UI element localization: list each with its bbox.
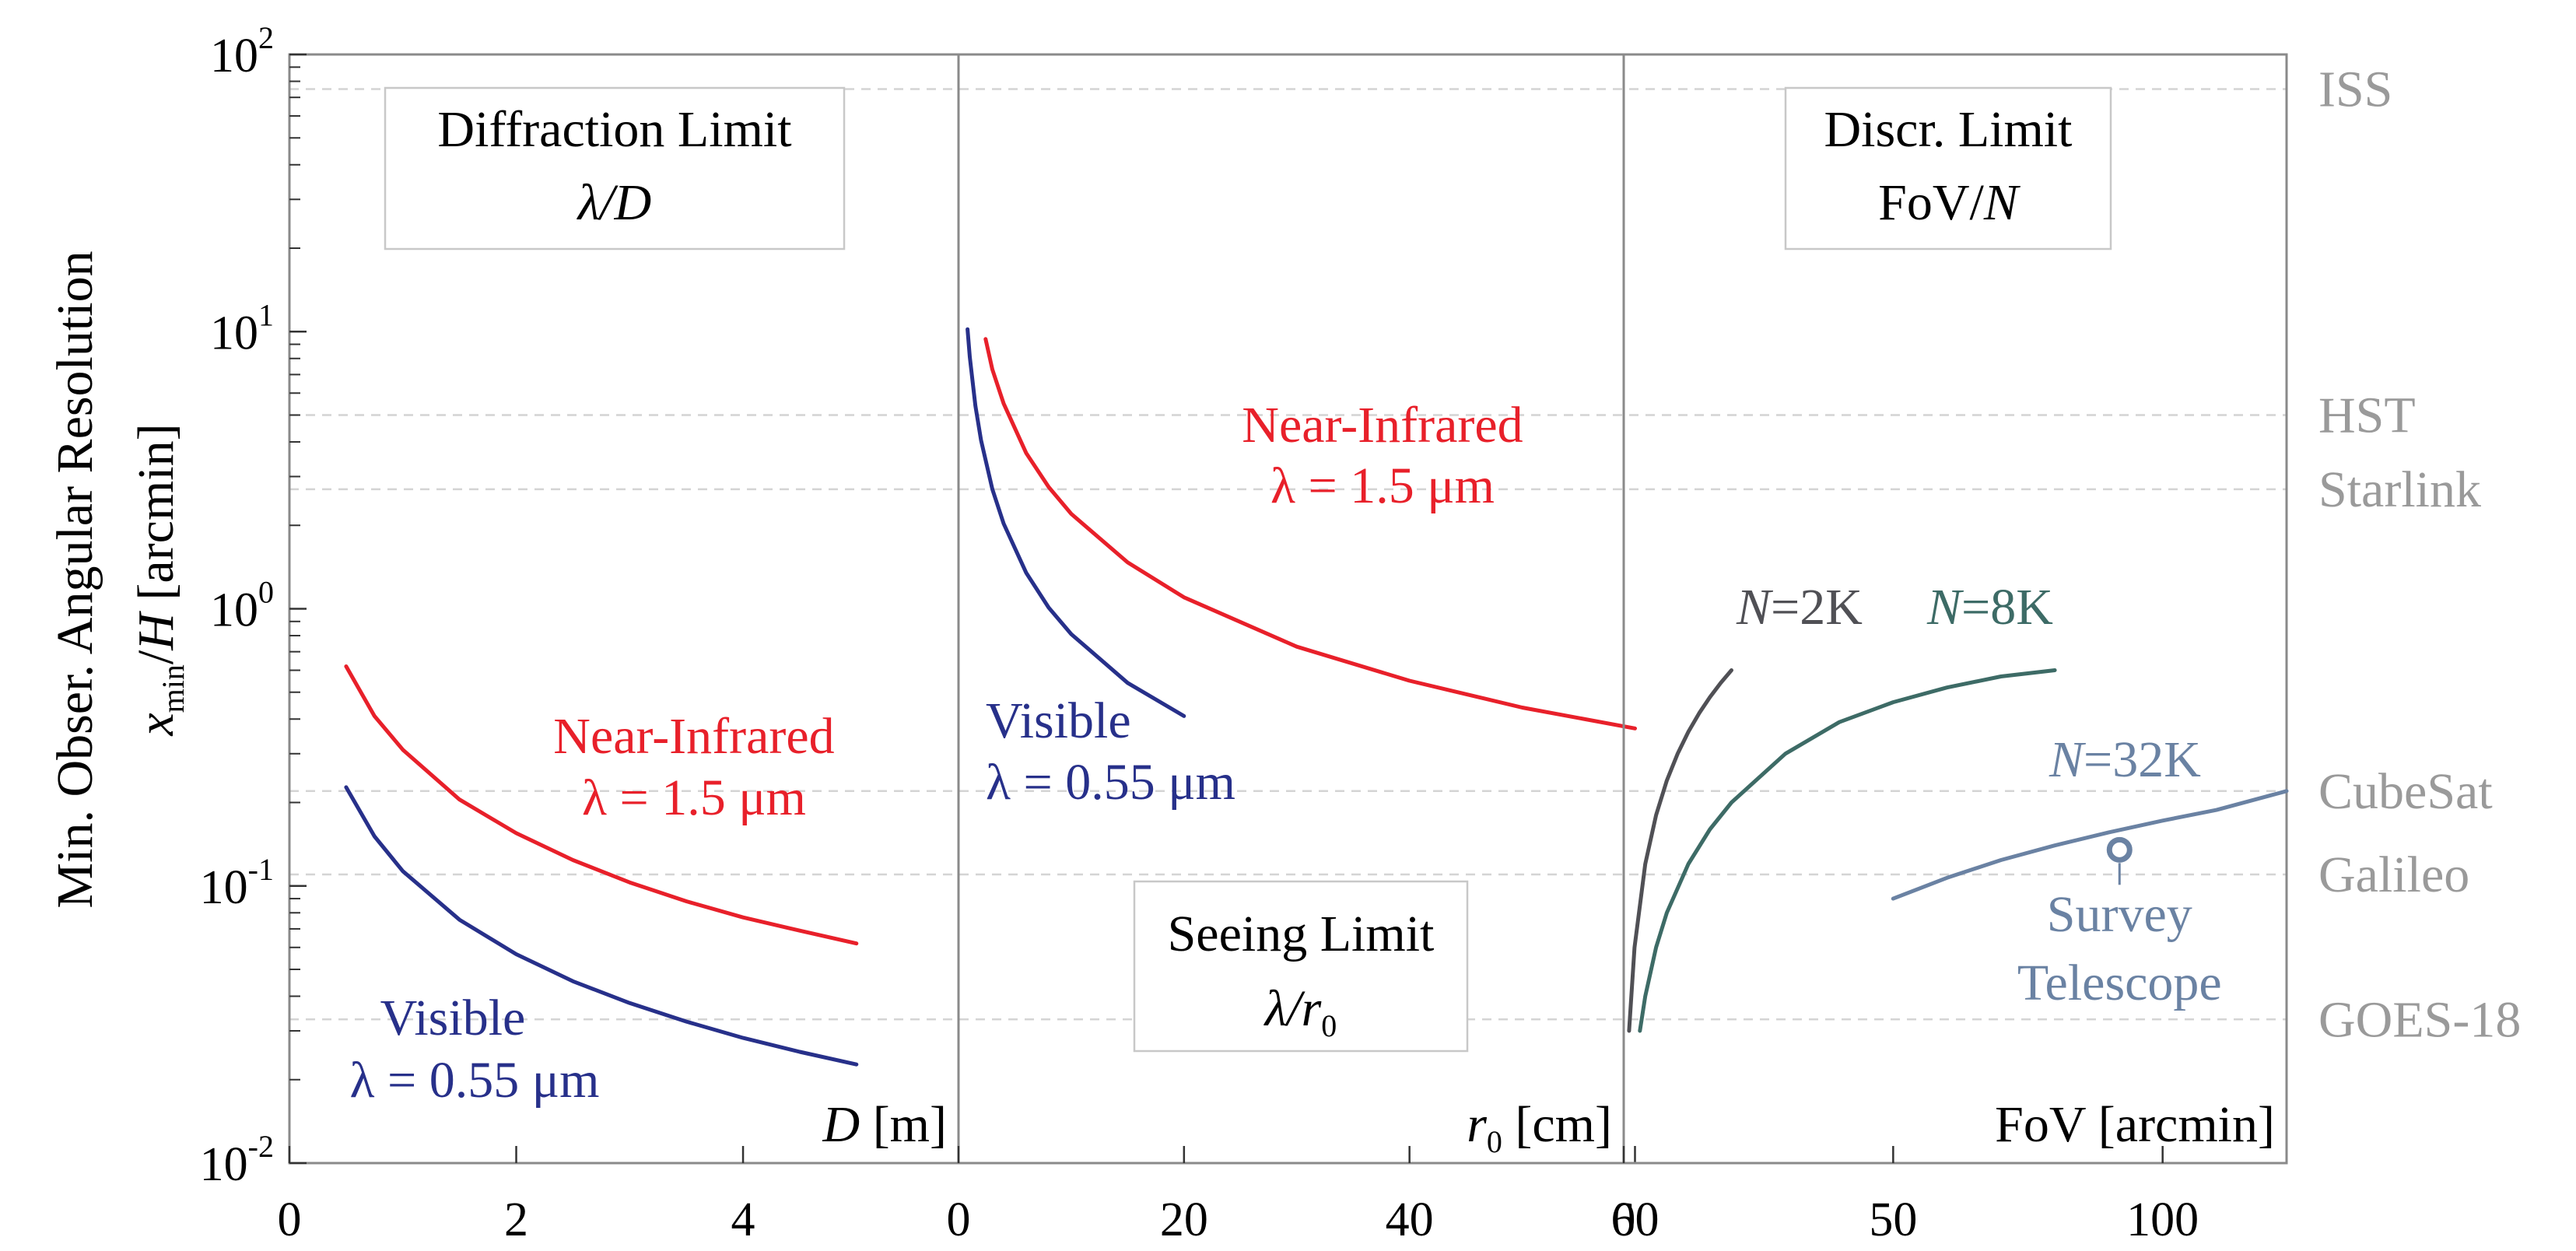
x-axis-var: r xyxy=(1467,1096,1487,1153)
x-axis-sub: 0 xyxy=(1487,1124,1502,1159)
y-axis-h: H xyxy=(128,611,184,651)
series-line-near-infrared xyxy=(344,664,859,946)
y-axis: Min. Obser. Angular Resolution xmin/H [a… xyxy=(47,20,307,1191)
y-axis-label-line1: Min. Obser. Angular Resolution xyxy=(47,251,103,908)
y-tick-exp: 0 xyxy=(258,575,274,610)
panel-title-line1: Discr. Limit xyxy=(1824,101,2073,158)
panel-title-line2-pre: FoV/ xyxy=(1878,174,1984,231)
panel-title-line2: FoV/N xyxy=(1878,174,2021,231)
y-tick-label: 101 xyxy=(210,297,274,359)
annotation-vis-line2: λ = 0.55 μm xyxy=(350,1052,600,1109)
annotation-nir-line1: Near-Infrared xyxy=(553,708,834,765)
ref-label-hst: HST xyxy=(2318,387,2416,443)
x-tick-label: 50 xyxy=(1869,1193,1917,1246)
point-label-line1: Survey xyxy=(2047,886,2192,943)
annotation-vis-line1: Visible xyxy=(986,692,1131,749)
annotation-nir-line2: λ = 1.5 μm xyxy=(582,769,806,826)
panel-title-line2-sub: 0 xyxy=(1321,1008,1337,1043)
panel-title-line2-var: λ/r xyxy=(1263,980,1322,1037)
series-line-n-32k xyxy=(1891,789,2289,901)
series-line-n-8k xyxy=(1638,668,2057,1033)
series-label-rest: =2K xyxy=(1771,579,1863,636)
x-axis-label: r0 [cm] xyxy=(1467,1096,1612,1159)
y-tick-exp: -2 xyxy=(248,1129,274,1164)
y-tick-base: 10 xyxy=(210,30,258,82)
annotation-vis-line2: λ = 0.55 μm xyxy=(986,754,1235,811)
y-tick-exp: 1 xyxy=(258,297,274,332)
x-tick-label: 20 xyxy=(1160,1193,1208,1246)
x-tick-label: 0 xyxy=(947,1193,971,1246)
y-tick-base: 10 xyxy=(210,584,258,637)
panel-title-line2-text: λ/D xyxy=(577,174,652,231)
y-axis-label-line2: xmin/H [arcmin] xyxy=(128,423,191,736)
x-tick-label: 0 xyxy=(1612,1193,1636,1246)
x-axis-var: D xyxy=(822,1096,860,1153)
point-label-line2: Telescope xyxy=(2017,955,2222,1011)
panel-title-line2: λ/D xyxy=(577,174,652,231)
y-axis-sub: min xyxy=(156,664,191,713)
annotation-nir-line1: Near-Infrared xyxy=(1242,397,1523,454)
x-axis-label: FoV [arcmin] xyxy=(1995,1096,2275,1153)
x-axis-unit: [m] xyxy=(860,1096,947,1153)
y-tick-label: 10-2 xyxy=(200,1129,274,1191)
ref-label-starlink: Starlink xyxy=(2318,461,2481,518)
x-tick-label: 40 xyxy=(1386,1193,1434,1246)
series-label-rest: =8K xyxy=(1961,579,2053,636)
series-line-near-infrared xyxy=(983,337,1637,731)
series-line-visible xyxy=(344,785,859,1067)
x-tick-label: 2 xyxy=(504,1193,528,1246)
panel-title-line1: Diffraction Limit xyxy=(437,101,791,158)
x-tick-label: 60 xyxy=(1610,1193,1659,1246)
series-label-n-32k: N=32K xyxy=(2049,731,2201,788)
y-axis-var: x xyxy=(128,713,184,736)
series-label-var: N xyxy=(1736,579,1774,636)
series-label-n-8k: N=8K xyxy=(1926,579,2053,636)
y-tick-base: 10 xyxy=(200,861,248,914)
panel-title-line2: λ/r0 xyxy=(1263,980,1337,1043)
series-line-visible xyxy=(966,327,1186,718)
y-tick-exp: -1 xyxy=(248,852,274,887)
title-box xyxy=(1133,880,1469,1053)
panel-frame xyxy=(1622,53,2288,1165)
x-tick-label: 0 xyxy=(278,1193,302,1246)
series-line-n-2k xyxy=(1627,668,1733,1033)
x-axis-label: D [m] xyxy=(822,1096,947,1153)
x-tick-label: 100 xyxy=(2126,1193,2199,1246)
y-tick-exp: 2 xyxy=(258,20,274,55)
annotation-vis-line1: Visible xyxy=(380,990,526,1046)
x-axis-unit: [cm] xyxy=(1502,1096,1612,1153)
y-tick-label: 102 xyxy=(210,20,274,82)
y-tick-label: 100 xyxy=(210,575,274,637)
ref-label-cubesat: CubeSat xyxy=(2318,763,2493,820)
ref-label-iss: ISS xyxy=(2318,61,2392,118)
panel-title-line1: Seeing Limit xyxy=(1168,906,1435,962)
ref-label-galileo: Galileo xyxy=(2318,846,2469,903)
series-label-var: N xyxy=(2049,731,2087,788)
survey-telescope-point xyxy=(2106,836,2133,863)
series-label-rest: =32K xyxy=(2084,731,2201,788)
y-tick-base: 10 xyxy=(210,307,258,359)
title-box xyxy=(1784,86,2112,251)
series-label-n-2k: N=2K xyxy=(1736,579,1863,636)
y-tick-base: 10 xyxy=(200,1138,248,1191)
panel-title-line2-var: N xyxy=(1983,174,2021,231)
x-tick-label: 4 xyxy=(731,1193,755,1246)
reference-lines: ISS HST Starlink CubeSat Galileo GOES-18 xyxy=(289,61,2521,1048)
ref-label-goes-18: GOES-18 xyxy=(2318,991,2521,1048)
title-box xyxy=(384,86,846,251)
series-label-var: N xyxy=(1926,579,1964,636)
y-axis-unit: [arcmin] xyxy=(128,423,184,613)
y-tick-label: 10-1 xyxy=(200,852,274,914)
annotation-nir-line2: λ = 1.5 μm xyxy=(1270,457,1495,514)
y-axis-slash: / xyxy=(128,650,184,664)
